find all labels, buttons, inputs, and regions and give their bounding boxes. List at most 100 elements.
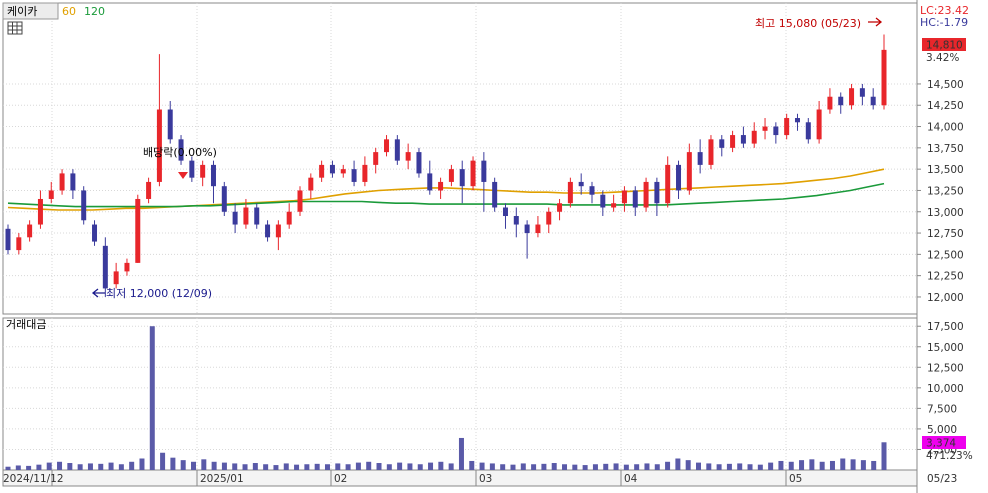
candle-body (621, 190, 627, 204)
title-box[interactable] (2, 2, 59, 20)
volume-bar (26, 465, 32, 470)
candle-body (297, 190, 303, 212)
candle-body (859, 88, 865, 97)
candle-body (611, 203, 617, 208)
volume-bar (541, 463, 547, 470)
volume-bar (489, 463, 495, 470)
price-tick-label: 12,000 (927, 292, 964, 304)
volume-bar (520, 463, 526, 470)
candle-body (686, 152, 692, 191)
candle-body (308, 177, 314, 191)
volume-bar (572, 464, 578, 470)
volume-pct: 471.23% (926, 450, 973, 462)
price-tick-label: 14,250 (927, 100, 964, 112)
candle-body (719, 139, 725, 148)
candle-body (59, 173, 65, 191)
volume-bar (345, 464, 351, 470)
volume-bar (809, 459, 815, 470)
candle-body (513, 216, 519, 225)
volume-bar (860, 460, 866, 470)
volume-bar (623, 464, 629, 470)
volume-bar (366, 461, 372, 470)
volume-bar (685, 460, 691, 470)
volume-bar (850, 459, 856, 470)
volume-bar (335, 463, 341, 470)
volume-bar (603, 463, 609, 470)
candle-body (773, 126, 779, 136)
candle-body (708, 139, 714, 165)
candle-body (794, 118, 800, 123)
volume-bar (613, 463, 619, 470)
candle-body (275, 224, 281, 238)
candle-body (589, 186, 595, 195)
candle-body (384, 139, 390, 153)
x-tick-label: 05 (789, 473, 802, 485)
volume-bar (294, 464, 300, 470)
volume-bar (87, 463, 93, 470)
candle-body (189, 160, 195, 178)
candle-body (470, 160, 476, 187)
volume-bar (479, 462, 485, 470)
candle-body (751, 130, 757, 144)
volume-bar (57, 461, 63, 470)
volume-bar (695, 462, 701, 470)
volume-bar (458, 437, 464, 470)
candle-body (146, 181, 152, 199)
candle-body (740, 135, 746, 144)
volume-bar (314, 463, 320, 470)
volume-bar (778, 460, 784, 470)
candle-body (167, 109, 173, 140)
volume-bar (675, 458, 681, 470)
candle-body (329, 164, 335, 174)
volume-bar (788, 461, 794, 470)
candle-body (232, 211, 238, 225)
legend-ma120: 120 (84, 5, 105, 18)
price-tick-label: 13,750 (927, 143, 964, 155)
candle-body (881, 49, 887, 106)
ma-line-120 (7, 182, 885, 208)
candle-body (394, 139, 400, 161)
candle-body (676, 164, 682, 191)
volume-bar (871, 460, 877, 470)
candle-body (578, 181, 584, 187)
hc-label: HC:-1.79 (920, 16, 968, 29)
volume-bar (592, 464, 598, 470)
candle-body (448, 169, 454, 182)
volume-bar (5, 466, 11, 470)
volume-bar (469, 460, 475, 470)
candle-body (492, 181, 498, 208)
volume-bar (665, 461, 671, 470)
volume-bar (757, 464, 763, 470)
price-tick-label: 14,500 (927, 79, 964, 91)
candle-body (762, 126, 768, 131)
volume-tick-label: 12,500 (927, 362, 964, 374)
candle-body (210, 164, 216, 187)
volume-bar (67, 463, 73, 470)
volume-bar (386, 464, 392, 470)
candle-body (156, 109, 162, 182)
x-tick-label: 2024/11/12 (3, 473, 64, 485)
volume-bar (448, 463, 454, 470)
candle-body (5, 228, 11, 251)
volume-bar (654, 464, 660, 470)
candle-body (567, 181, 573, 204)
volume-tick-label: 17,500 (927, 321, 964, 333)
candle-body (805, 122, 811, 140)
volume-bar (242, 464, 248, 470)
candle-body (373, 152, 379, 165)
candle-body (319, 164, 325, 178)
volume-bar (160, 452, 166, 470)
candle-body (632, 190, 638, 208)
x-tick-label: 05/23 (927, 473, 957, 485)
last-price-badge (922, 38, 966, 51)
candle-body (870, 96, 876, 106)
volume-bar (98, 463, 104, 470)
low-annotation: 최저 12,000 (12/09) (106, 287, 212, 300)
volume-bar (500, 464, 506, 470)
volume-bar (510, 464, 516, 470)
volume-bar (562, 464, 568, 470)
grid-toggle-icon[interactable] (7, 21, 23, 35)
candle-body (838, 96, 844, 106)
